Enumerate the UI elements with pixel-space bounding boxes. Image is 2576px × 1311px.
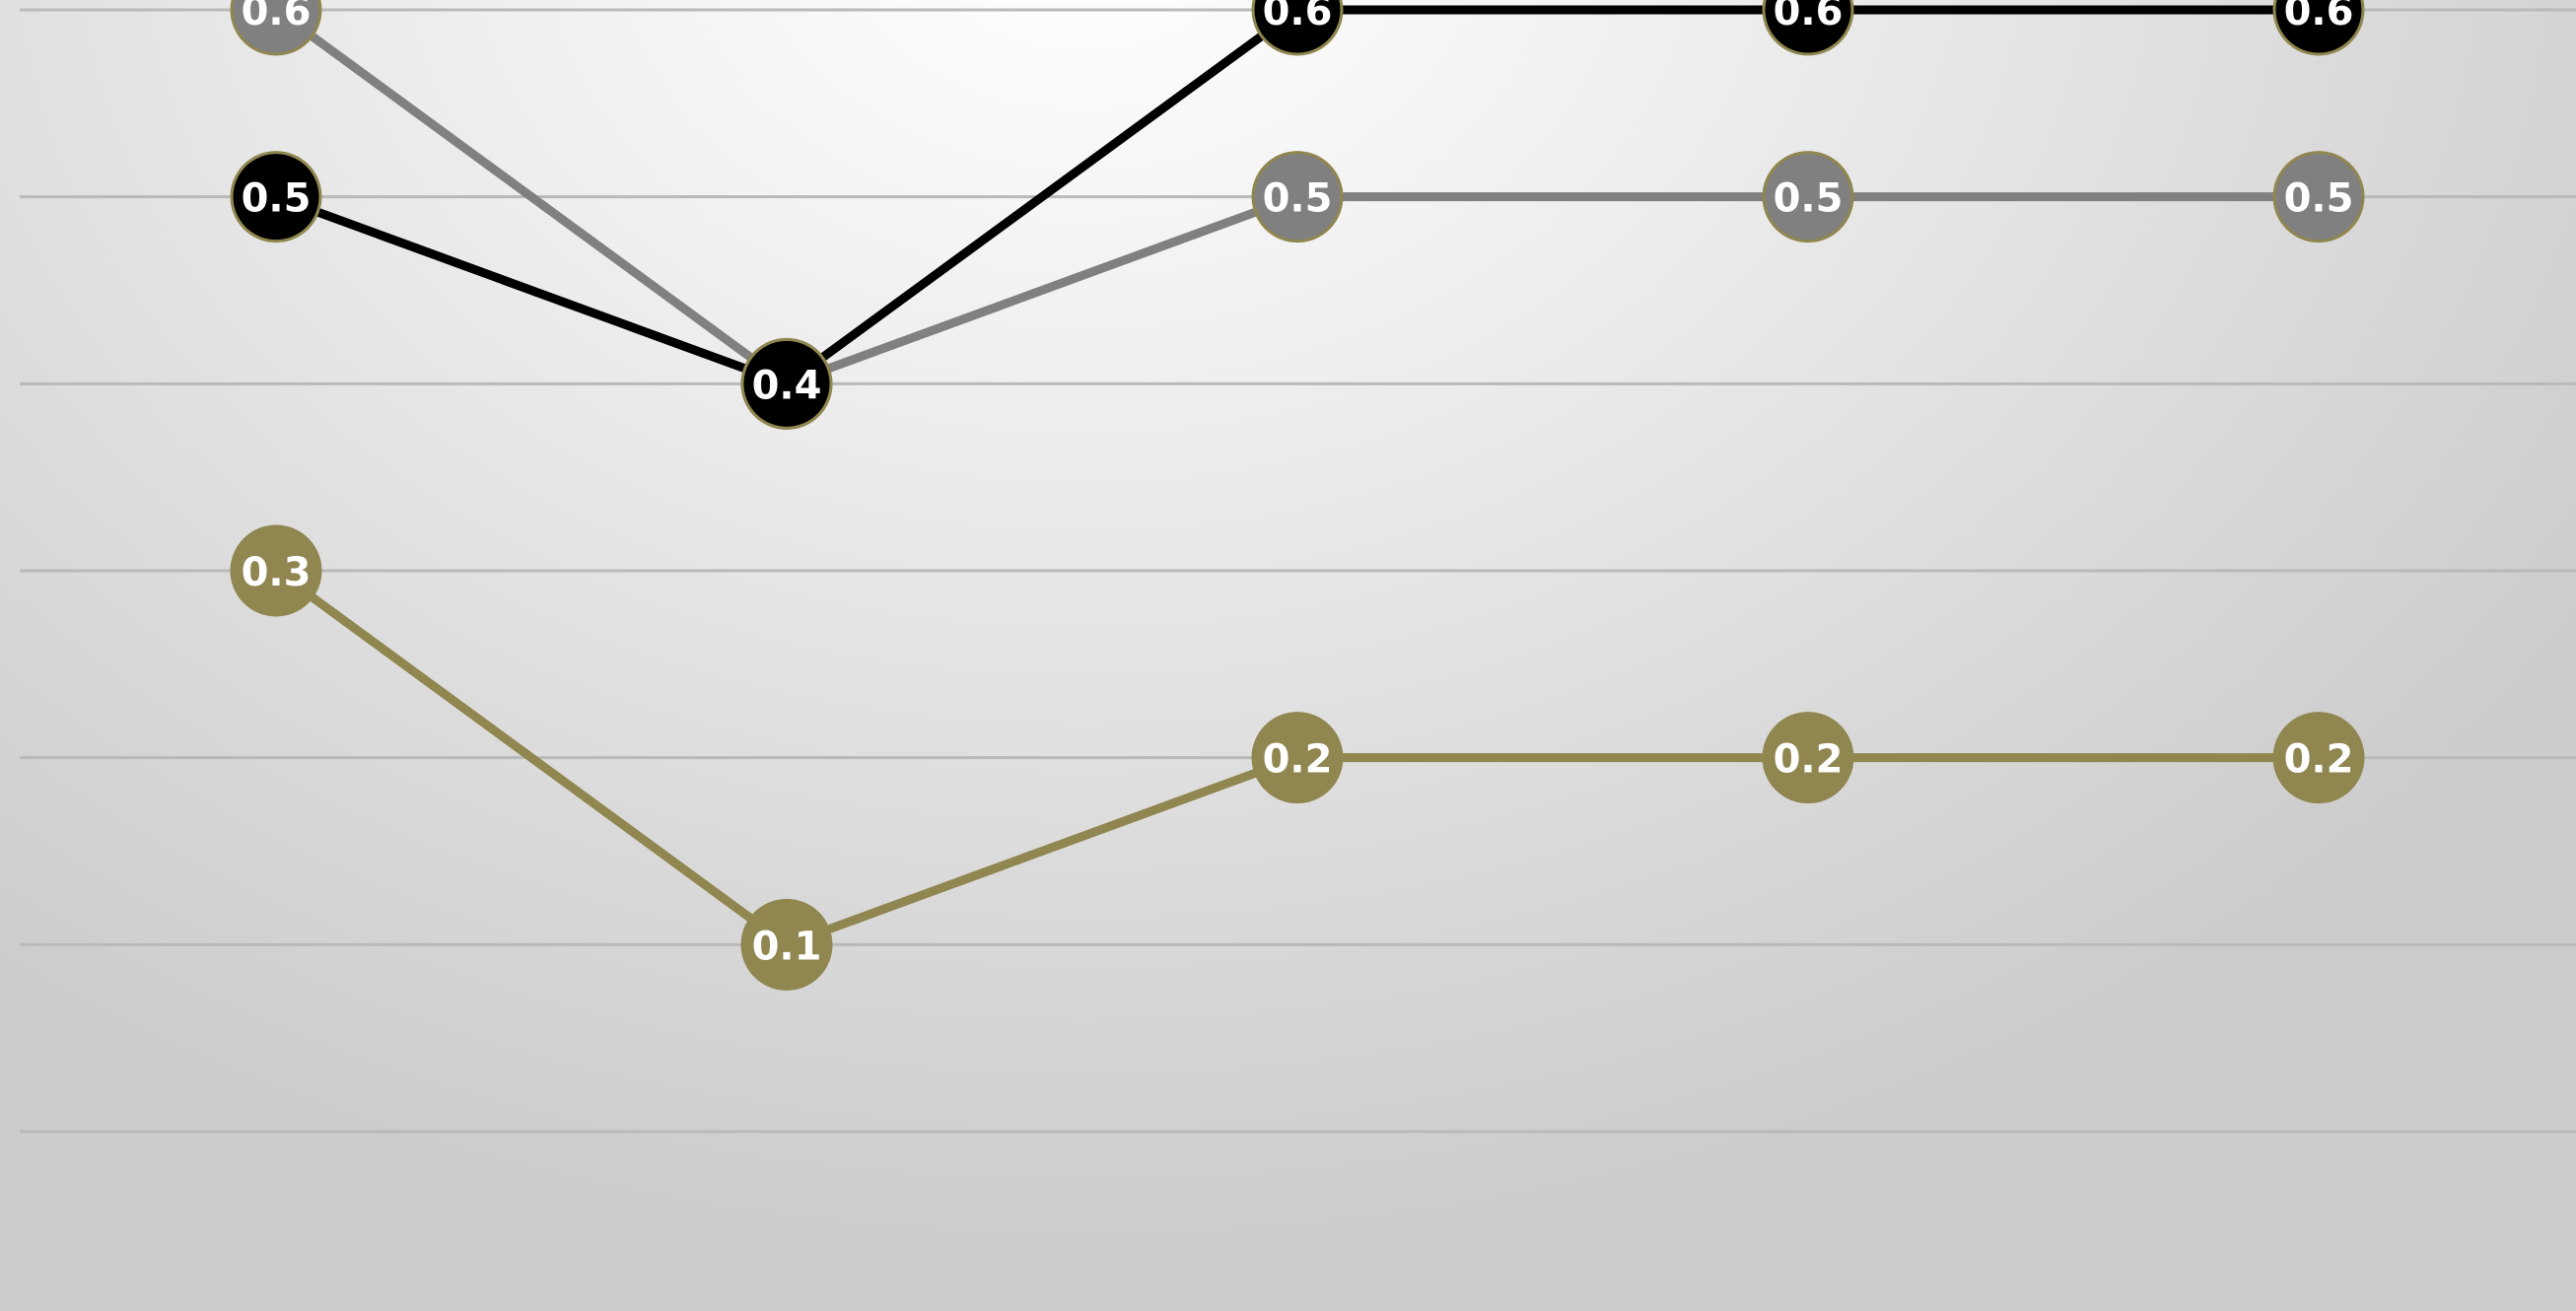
data-label: 0.6 (1263, 0, 1333, 34)
data-point-marker (230, 0, 322, 56)
data-label: 0.6 (2284, 0, 2354, 34)
data-label: 0.2 (1774, 737, 1844, 783)
data-label: 0.5 (1774, 176, 1844, 222)
data-markers: 0.30.10.20.20.20.60.40.50.50.50.50.40.60… (230, 0, 2365, 991)
data-label: 0.4 (752, 363, 822, 408)
data-point-marker (740, 898, 833, 991)
data-point-marker (1762, 151, 1854, 243)
data-point-marker (230, 524, 322, 617)
data-label: 0.6 (242, 0, 312, 34)
data-label: 0.2 (1263, 737, 1333, 783)
data-label: 0.3 (242, 550, 312, 595)
data-label: 0.5 (242, 176, 312, 222)
data-label: 0.5 (1263, 176, 1333, 222)
data-label: 0.5 (2284, 176, 2354, 222)
data-point-marker (2272, 0, 2365, 56)
data-label: 0.2 (2284, 737, 2354, 783)
data-point-marker (1762, 712, 1854, 804)
data-point-marker (2272, 712, 2365, 804)
data-point-marker (1251, 151, 1344, 243)
data-label: 0.1 (752, 924, 822, 969)
series-lines (271, 5, 2324, 949)
data-point-marker (1762, 0, 1854, 56)
data-point-marker (1251, 0, 1344, 56)
data-point-marker (740, 337, 833, 430)
data-point-marker (1251, 712, 1344, 804)
data-point-marker (230, 151, 322, 243)
data-label: 0.6 (1774, 0, 1844, 34)
data-point-marker (2272, 151, 2365, 243)
